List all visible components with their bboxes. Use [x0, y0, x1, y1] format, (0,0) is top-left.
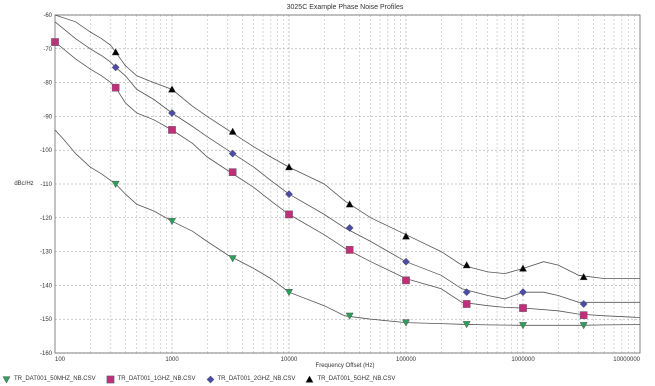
- legend-swatch: [2, 375, 11, 384]
- series-line: [54, 14, 640, 280]
- series-marker: [305, 374, 314, 383]
- y-axis-label: dBc/Hz: [14, 181, 33, 187]
- phase-noise-chart: 3025C Example Phase Noise Profiles dBc/H…: [14, 4, 641, 369]
- series-marker: [285, 210, 293, 219]
- y-tick-label: -130: [40, 250, 53, 256]
- series-markers: [51, 38, 588, 330]
- legend-swatch: [106, 375, 114, 383]
- series-marker: [345, 224, 354, 232]
- y-tick-label: -100: [40, 148, 53, 154]
- legend-label: TR_DAT001_5GHZ_NB.CSV: [317, 376, 396, 382]
- tick-labels: -60 -70 -80 -90 -100 -110 -120 -130 -140 -150 -160…: [40, 13, 641, 363]
- series-marker: [285, 190, 293, 199]
- series-marker: [168, 218, 176, 226]
- series-line: [54, 21, 640, 303]
- series-marker: [111, 63, 120, 72]
- legend-item: TR_DAT001_5GHZ_NB.CSV: [305, 374, 396, 384]
- series-marker: [519, 304, 527, 312]
- series-marker: [402, 232, 410, 240]
- series-marker: [402, 257, 410, 266]
- series-marker: [462, 321, 471, 329]
- series-marker: [579, 272, 588, 281]
- series-marker: [402, 276, 410, 285]
- y-tick-label: -150: [40, 317, 53, 323]
- series-marker: [402, 319, 410, 327]
- x-tick-label: 10000000: [613, 357, 640, 363]
- series-lines: [54, 14, 641, 326]
- series-marker: [168, 126, 176, 134]
- series-marker: [228, 255, 237, 263]
- series-marker: [462, 300, 471, 308]
- x-tick-label: 100000: [396, 357, 417, 363]
- series-marker: [228, 168, 237, 176]
- legend-label: TR_DAT001_1GHZ_NB.CSV: [117, 376, 196, 382]
- series-marker: [285, 163, 293, 171]
- legend-swatch: [206, 375, 214, 383]
- series-marker: [2, 375, 11, 384]
- x-tick-label: 1000000: [511, 357, 535, 363]
- series-marker: [206, 375, 214, 383]
- series-marker: [111, 83, 120, 92]
- series-marker: [168, 109, 176, 117]
- series-marker: [285, 289, 293, 297]
- series-marker: [579, 300, 588, 308]
- y-tick-label: -140: [40, 283, 53, 289]
- series-marker: [462, 288, 471, 297]
- series-marker: [462, 261, 471, 269]
- legend-label: TR_DAT001_2GHZ_NB.CSV: [217, 376, 296, 382]
- series-marker: [111, 48, 120, 56]
- grid: [55, 14, 640, 354]
- series-marker: [111, 180, 120, 189]
- series-marker: [228, 149, 237, 158]
- y-tick-label: -160: [40, 351, 53, 357]
- legend-item: TR_DAT001_2GHZ_NB.CSV: [206, 375, 296, 384]
- legend-item: TR_DAT001_50MHZ_NB.CSV: [2, 375, 96, 384]
- series-marker: [106, 375, 114, 383]
- series-marker: [345, 312, 354, 320]
- series-marker: [168, 85, 176, 93]
- x-tick-label: 1000: [165, 357, 179, 363]
- legend-label: TR_DAT001_50MHZ_NB.CSV: [14, 376, 96, 382]
- series-marker: [579, 322, 588, 330]
- series-marker: [345, 246, 354, 254]
- y-tick-label: -70: [43, 47, 52, 53]
- y-tick-label: -80: [43, 81, 52, 87]
- x-axis-label: Frequency Offset (Hz): [316, 363, 375, 369]
- y-tick-label: -90: [43, 114, 52, 120]
- x-tick-label: 10000: [281, 357, 298, 363]
- legend-swatch: [305, 374, 314, 383]
- series-marker: [228, 127, 237, 135]
- legend-item: TR_DAT001_1GHZ_NB.CSV: [106, 375, 196, 384]
- legend: TR_DAT001_50MHZ_NB.CSV TR_DAT001_1GHZ_NB.…: [2, 373, 395, 385]
- series-marker: [519, 288, 527, 297]
- x-tick-label: 100: [55, 357, 66, 363]
- y-tick-label: -120: [40, 216, 53, 222]
- y-tick-label: -110: [40, 182, 52, 188]
- series-line: [54, 129, 641, 326]
- series-marker: [519, 264, 527, 272]
- series-marker: [579, 311, 588, 319]
- plot-frame: [54, 14, 641, 354]
- chart-title: 3025C Example Phase Noise Profiles: [287, 4, 404, 11]
- y-tick-label: -60: [43, 13, 52, 19]
- series-marker: [519, 322, 527, 330]
- series-line: [54, 41, 641, 318]
- series-marker: [345, 200, 354, 208]
